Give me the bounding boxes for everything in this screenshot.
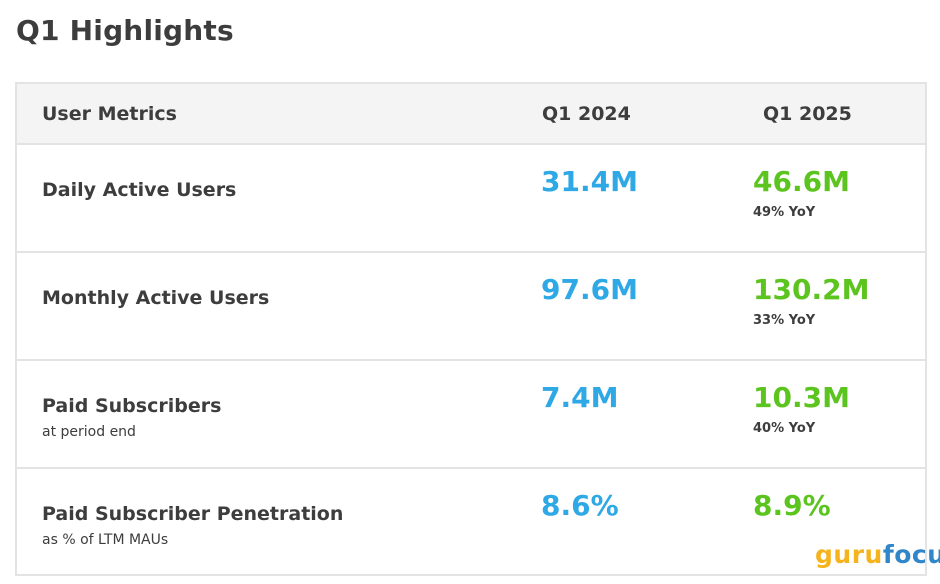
table-row: Paid Subscriber Penetration as % of LTM … xyxy=(17,469,925,574)
table-row: Paid Subscribers at period end 7.4M 10.3… xyxy=(17,361,925,469)
logo-part-guru: guru xyxy=(815,540,883,569)
metrics-table: User Metrics Q1 2024 Q1 2025 Daily Activ… xyxy=(15,82,927,576)
value-q1-2025: 130.2M xyxy=(753,273,870,306)
value-q1-2025: 8.9% xyxy=(753,489,831,522)
yoy-change: 33% YoY xyxy=(753,313,816,328)
value-q1-2025: 10.3M xyxy=(753,381,850,414)
value-q1-2025: 46.6M xyxy=(753,165,850,198)
logo-part-focus: focus xyxy=(882,540,940,569)
value-q1-2024: 97.6M xyxy=(541,273,638,306)
metric-label: Paid Subscribers xyxy=(42,395,222,417)
value-q1-2024: 31.4M xyxy=(541,165,638,198)
header-q1-2024: Q1 2024 xyxy=(542,103,631,125)
metric-sublabel: at period end xyxy=(42,424,136,440)
value-q1-2024: 8.6% xyxy=(541,489,619,522)
metric-label: Paid Subscriber Penetration xyxy=(42,503,344,525)
value-q1-2024: 7.4M xyxy=(541,381,619,414)
metric-label: Daily Active Users xyxy=(42,179,237,201)
yoy-change: 40% YoY xyxy=(753,421,816,436)
gurufocus-logo: gurufocus xyxy=(815,540,940,569)
table-header: User Metrics Q1 2024 Q1 2025 xyxy=(17,84,925,145)
metric-sublabel: as % of LTM MAUs xyxy=(42,532,169,548)
table-row: Daily Active Users 31.4M 46.6M 49% YoY xyxy=(17,145,925,253)
header-q1-2025: Q1 2025 xyxy=(763,103,852,125)
header-user-metrics: User Metrics xyxy=(42,103,177,125)
table-row: Monthly Active Users 97.6M 130.2M 33% Yo… xyxy=(17,253,925,361)
page-title: Q1 Highlights xyxy=(16,14,234,47)
metric-label: Monthly Active Users xyxy=(42,287,270,309)
yoy-change: 49% YoY xyxy=(753,205,816,220)
